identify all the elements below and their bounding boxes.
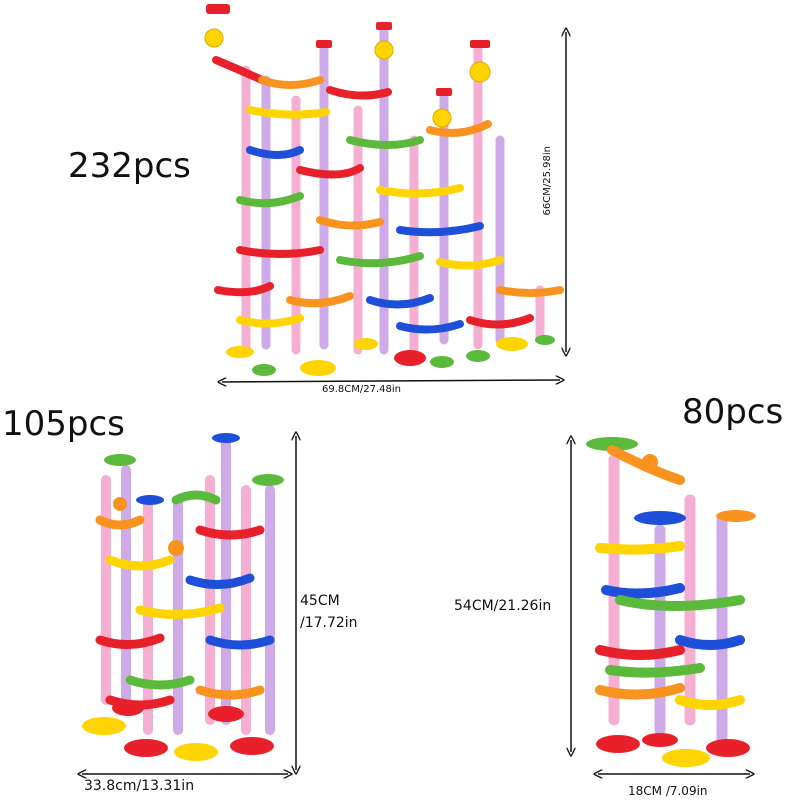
- set-80-count-label: 80pcs: [682, 392, 784, 432]
- set-80-height-label: 54CM/21.26in: [454, 598, 552, 614]
- set-105-height-label: 45CM /17.72in: [300, 593, 358, 631]
- marble-run-80-toy: [586, 437, 756, 767]
- set-232-width-label: 69.8CM/27.48in: [322, 384, 401, 395]
- set-232-width-arrow: [222, 380, 560, 382]
- set-105-count-label: 105pcs: [2, 404, 125, 444]
- marble-run-105-toy: [82, 433, 284, 761]
- set-232-count-label: 232pcs: [68, 146, 191, 186]
- dimension-arrows: [82, 32, 750, 774]
- marble-run-232-toy: [204, 4, 564, 376]
- set-105-width-label: 33.8cm/13.31in: [84, 778, 195, 794]
- set-80-width-label: 18CM /7.09in: [628, 784, 708, 798]
